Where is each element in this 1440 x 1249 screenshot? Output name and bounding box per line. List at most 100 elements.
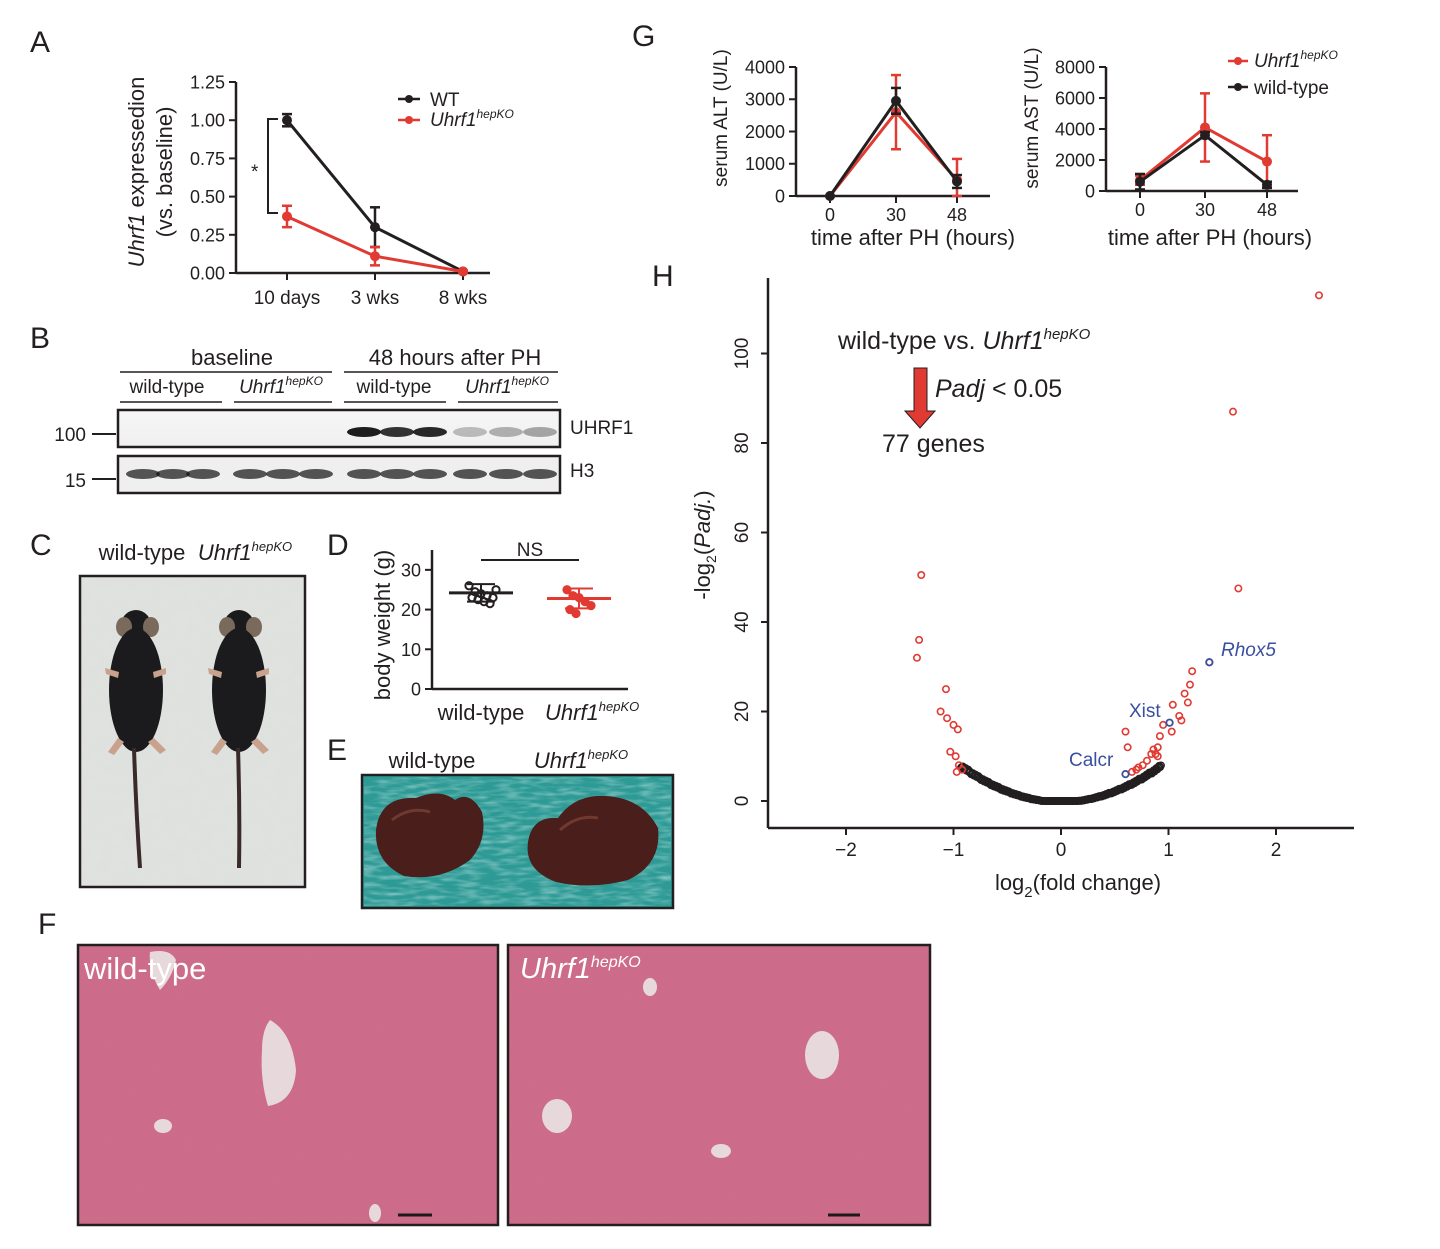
y-tick-label: 4000 (1055, 119, 1095, 139)
panel-a-chart: 0.00 0.25 0.50 0.75 1.00 1.25 10 days 3 wks 8 w… (124, 72, 514, 309)
panel-h-arrow (903, 367, 937, 429)
panel-h-gene-rhox5: Rhox5 (1221, 640, 1276, 661)
panel-e-label-ko: Uhrf1hepKO (534, 747, 628, 773)
body-weight-point (571, 608, 581, 619)
panel-g-legend-ko: Uhrf1hepKO (1254, 48, 1338, 72)
y-tick-label: 8000 (1055, 57, 1095, 77)
x-tick-label: 0 (1056, 840, 1067, 861)
volcano-point-calcr (1121, 770, 1130, 779)
volcano-point-sig (1134, 763, 1143, 772)
panel-g-ast-x-label: time after PH (hours) (1108, 225, 1312, 250)
volcano-point-sig (1168, 700, 1177, 709)
panel-h-gene-xist: Xist (1129, 701, 1161, 722)
panel-b-blot-uhrf1 (116, 408, 562, 449)
y-tick-label: 0.50 (190, 187, 225, 207)
data-point (825, 191, 835, 201)
data-point (458, 266, 468, 277)
panel-g-ast-y-label: serum AST (U/L) (1022, 47, 1043, 188)
panel-d-y-label: body weight (g) (370, 550, 395, 700)
x-tick-label: 30 (1195, 200, 1215, 220)
volcano-point-xist (1165, 718, 1174, 727)
panel-b-mw-15: 15 (65, 471, 86, 492)
volcano-point-sig (1167, 727, 1176, 736)
volcano-point-sig (1121, 727, 1130, 736)
y-tick-label: 40 (732, 611, 753, 632)
volcano-point-sig (949, 720, 958, 729)
volcano-point-sig (1188, 667, 1197, 676)
y-tick-label: 1.25 (190, 72, 225, 92)
panel-g-legend: Uhrf1hepKO wild-type (1228, 48, 1338, 99)
body-weight-point (464, 581, 474, 591)
blot-band-uhrf1 (453, 427, 487, 437)
x-tick-label: 2 (1271, 840, 1282, 861)
data-point (370, 251, 380, 262)
y-tick-label: 80 (732, 432, 753, 453)
volcano-point-sig (1315, 291, 1324, 300)
panel-label-e: E (327, 734, 347, 767)
data-point (1135, 176, 1145, 187)
panel-b-lane-ko-ph: Uhrf1hepKO (465, 374, 549, 398)
panel-d-ns: NS (517, 540, 543, 561)
blot-band-h3 (156, 469, 190, 479)
panel-f-histology-wt: wild-type (76, 943, 500, 1227)
blot-band-h3 (299, 469, 333, 479)
blot-band-uhrf1 (347, 427, 381, 437)
panel-d-x-label-wt: wild-type (437, 700, 525, 725)
volcano-point-sig (946, 747, 955, 756)
volcano-point-sig (953, 725, 962, 734)
y-tick-label: 20 (732, 701, 753, 722)
mouse-wild-type (105, 610, 166, 869)
data-point (282, 211, 292, 222)
panel-d-x-label-ko: Uhrf1hepKO (545, 699, 639, 725)
panel-g-alt-chart: 0 1000 2000 3000 4000 0 30 48 serum ALT (U/L) t… (711, 49, 1015, 250)
panel-a-legend-wt: WT (430, 90, 460, 111)
panel-g-legend-wt: wild-type (1253, 78, 1329, 99)
panel-label-d: D (327, 529, 349, 562)
panel-f-label-ko: Uhrf1hepKO (520, 953, 641, 985)
volcano-point-sig (1175, 711, 1184, 720)
volcano-point-sig (1123, 743, 1132, 752)
volcano-point-sig (941, 685, 950, 694)
panel-h-x-label: log2(fold change) (995, 870, 1161, 901)
volcano-point-sig (936, 707, 945, 716)
panel-h-annotation-padj: Padj < 0.05 (935, 375, 1062, 403)
y-tick-label: 1000 (745, 154, 785, 174)
panel-g-alt-y-label: serum ALT (U/L) (711, 49, 732, 187)
volcano-point-sig (943, 714, 952, 723)
blot-band-h3 (266, 469, 300, 479)
panel-a-legend-ko: Uhrf1hepKO (430, 107, 514, 131)
liver-uhrf1-hepko (527, 795, 659, 886)
y-tick-label: 3000 (745, 90, 785, 110)
panel-a-y-label: Uhrf1 expressedion (124, 77, 149, 268)
panel-label-a: A (30, 26, 50, 59)
volcano-point-sig (1159, 720, 1168, 729)
panel-a-sig-star: * (251, 162, 259, 183)
blot-band-h3 (413, 469, 447, 479)
y-tick-label: 2000 (745, 122, 785, 142)
y-tick-label: 6000 (1055, 88, 1095, 108)
panel-a-sig-bracket (267, 118, 278, 214)
panel-h-annotation-genes: 77 genes (882, 430, 985, 458)
panel-h-volcano-plot: 0 20 40 60 80 100 −2 −1 0 1 2 -log2(Padj.) log2(fo… (690, 278, 1354, 901)
panel-b-lane-wt-baseline: wild-type (129, 377, 205, 398)
x-tick-label: 0 (825, 205, 835, 225)
volcano-point-sig (1180, 689, 1189, 698)
y-tick-label: 30 (401, 560, 421, 580)
panel-e-label-wt: wild-type (388, 748, 476, 773)
blot-band-h3 (489, 469, 523, 479)
y-tick-label: 0.75 (190, 149, 225, 169)
panel-d-chart: 0 10 20 30 body weight (g) wild-type Uhrf1h… (370, 540, 639, 725)
panel-c-mouse-photo (78, 574, 307, 889)
panel-f-histology-ko: Uhrf1hepKO (506, 943, 932, 1227)
panel-a-y-label-line2: (vs. baseline) (152, 107, 177, 238)
panel-label-g: G (632, 20, 655, 53)
panel-b-western-blot: baseline 48 hours after PH wild-type Uhr… (54, 345, 633, 495)
y-tick-label: 1.00 (190, 111, 225, 131)
y-tick-label: 60 (732, 522, 753, 543)
x-tick-label: −2 (835, 840, 857, 861)
panel-c-label-wt: wild-type (98, 540, 186, 565)
blot-band-uhrf1 (413, 427, 447, 437)
volcano-point-sig (912, 653, 921, 662)
volcano-point-sig (1155, 732, 1164, 741)
